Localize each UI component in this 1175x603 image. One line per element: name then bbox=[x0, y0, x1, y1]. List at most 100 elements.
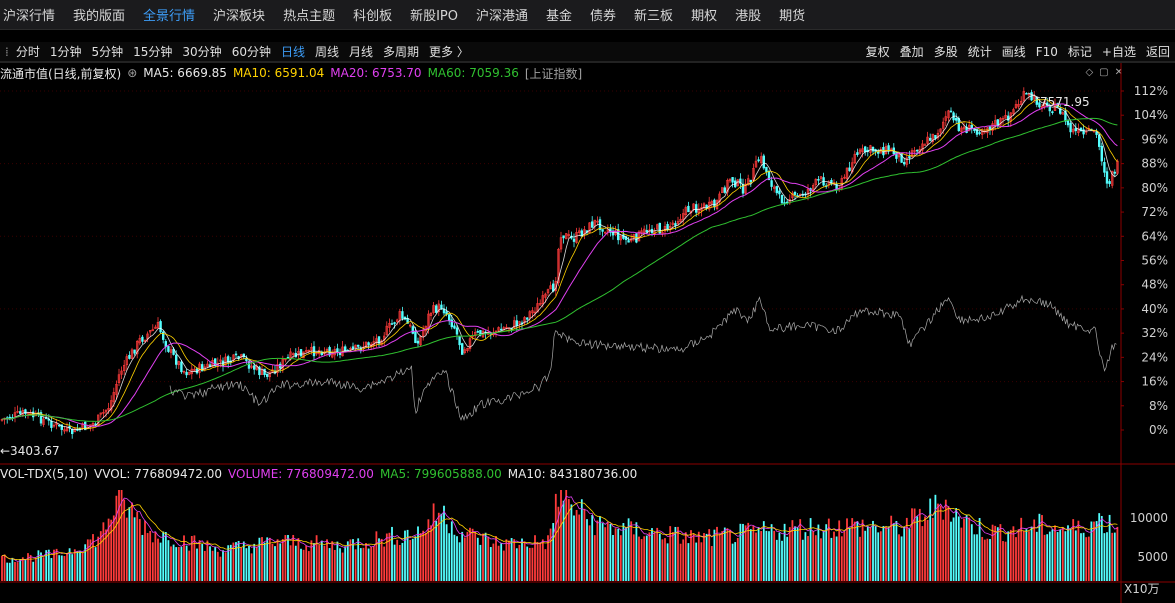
candle-body bbox=[931, 133, 935, 142]
period-selector: ⁞ 分时 1分钟 5分钟 15分钟 30分钟 60分钟 日线 周线 月线 多周期 更多 〉 bbox=[0, 43, 861, 60]
settings-icon[interactable]: ⊛ bbox=[127, 66, 138, 80]
tool-item-6[interactable]: 标记 bbox=[1067, 45, 1092, 59]
volume-bar bbox=[29, 554, 32, 581]
nav-item-2[interactable]: 全景行情 bbox=[143, 9, 196, 24]
candle-body bbox=[57, 424, 61, 427]
candle-body bbox=[299, 349, 303, 357]
candle-body bbox=[606, 229, 610, 232]
period-item-5[interactable]: 60分钟 bbox=[231, 45, 271, 59]
nav-item-3[interactable]: 沪深板块 bbox=[213, 9, 266, 24]
nav-item-7[interactable]: 沪深港通 bbox=[476, 9, 529, 24]
volume-bar bbox=[341, 552, 344, 581]
grid-toggle-icon[interactable]: ⁞ bbox=[5, 44, 9, 59]
nav-item-4[interactable]: 热点主题 bbox=[283, 9, 336, 24]
period-item-3[interactable]: 15分钟 bbox=[133, 45, 173, 59]
volume-bar bbox=[942, 519, 945, 581]
volume-bar bbox=[947, 506, 950, 581]
y-tick-label-12: 16% bbox=[1141, 375, 1168, 389]
period-item-4[interactable]: 30分钟 bbox=[182, 45, 222, 59]
volume-bar bbox=[835, 536, 838, 581]
tool-item-8[interactable]: 返回 bbox=[1145, 45, 1170, 59]
legend-overlay[interactable]: [上证指数] bbox=[524, 66, 583, 81]
volume-bar bbox=[926, 519, 929, 581]
tool-item-7[interactable]: +自选 bbox=[1101, 45, 1136, 59]
index-overlay-line bbox=[169, 294, 1117, 421]
volume-bar bbox=[757, 527, 760, 581]
volume-bar bbox=[133, 517, 136, 581]
volume-bar bbox=[549, 528, 552, 581]
nav-item-12[interactable]: 港股 bbox=[735, 9, 762, 24]
nav-item-6[interactable]: 新股IPO bbox=[410, 9, 458, 24]
volume-bar bbox=[188, 550, 191, 581]
volume-bar bbox=[437, 512, 440, 581]
volume-bar bbox=[874, 526, 877, 581]
volume-bar bbox=[214, 546, 217, 581]
volume-bar bbox=[916, 516, 919, 581]
tool-item-4[interactable]: 画线 bbox=[1001, 45, 1026, 59]
vol-tick-label-1: 5000 bbox=[1137, 550, 1168, 564]
candle-body bbox=[429, 312, 433, 317]
volume-bar bbox=[684, 532, 687, 581]
volume-bar bbox=[534, 535, 536, 581]
volume-bar bbox=[1064, 531, 1067, 581]
volume-bar bbox=[227, 545, 230, 581]
period-item-7[interactable]: 周线 bbox=[314, 45, 339, 59]
volume-bar bbox=[261, 537, 263, 581]
period-item-9[interactable]: 多周期 bbox=[383, 45, 420, 59]
high-annotation: 7571.95 bbox=[1040, 95, 1090, 109]
volume-bar bbox=[765, 530, 768, 581]
close-icon[interactable]: ✕ bbox=[1114, 67, 1123, 78]
candle-body bbox=[923, 144, 927, 146]
volume-bar bbox=[352, 539, 354, 581]
diamond-icon[interactable]: ◇ bbox=[1085, 67, 1094, 78]
period-item-8[interactable]: 月线 bbox=[349, 45, 374, 59]
candle-body bbox=[772, 186, 776, 189]
volume-bar bbox=[840, 536, 843, 581]
volume-bar bbox=[903, 527, 906, 581]
nav-item-9[interactable]: 债券 bbox=[590, 9, 617, 24]
candle-body bbox=[260, 369, 264, 375]
period-item-10[interactable]: 更多 〉 bbox=[429, 45, 469, 59]
nav-item-10[interactable]: 新三板 bbox=[634, 9, 674, 24]
volume-bar bbox=[1113, 532, 1116, 581]
tool-item-0[interactable]: 复权 bbox=[865, 45, 890, 59]
period-item-2[interactable]: 5分钟 bbox=[91, 45, 124, 59]
tool-item-1[interactable]: 叠加 bbox=[899, 45, 924, 59]
candle-body bbox=[778, 190, 781, 195]
nav-item-8[interactable]: 基金 bbox=[546, 9, 573, 24]
nav-item-0[interactable]: 沪深行情 bbox=[3, 9, 56, 24]
legend-ma10: MA10: 6591.04 bbox=[232, 66, 325, 80]
nav-item-11[interactable]: 期权 bbox=[691, 9, 718, 24]
kline-chart[interactable]: 112% 104% 96% 88% 80% 72% 64% 56% 48% 40% 32% 24% 16… bbox=[0, 62, 1175, 603]
tool-item-3[interactable]: 统计 bbox=[967, 45, 992, 59]
volume-bar bbox=[500, 543, 503, 581]
volume-bar bbox=[1108, 514, 1111, 581]
volume-bar bbox=[1093, 521, 1095, 581]
restore-icon[interactable]: ▢ bbox=[1099, 67, 1109, 78]
volume-bar bbox=[45, 550, 48, 581]
tool-item-5[interactable]: F10 bbox=[1035, 44, 1058, 59]
volume-bar bbox=[872, 520, 874, 581]
volume-bar bbox=[562, 500, 565, 581]
period-item-0[interactable]: 分时 bbox=[15, 45, 40, 59]
candle-body bbox=[947, 110, 950, 119]
volume-bar bbox=[1111, 532, 1114, 581]
period-item-1[interactable]: 1分钟 bbox=[49, 45, 82, 59]
candle-body bbox=[674, 223, 677, 226]
volume-bar bbox=[994, 525, 997, 581]
nav-item-5[interactable]: 科创板 bbox=[353, 9, 393, 24]
y-tick-label-6: 64% bbox=[1141, 229, 1168, 243]
volume-bar bbox=[307, 551, 310, 581]
volume-bar bbox=[552, 523, 555, 581]
nav-item-13[interactable]: 期货 bbox=[779, 9, 806, 24]
volume-bar bbox=[248, 545, 250, 581]
volume-bar bbox=[981, 536, 984, 581]
volume-bar bbox=[47, 549, 50, 581]
volume-bar bbox=[931, 517, 934, 581]
volume-bar bbox=[838, 520, 841, 581]
period-item-6[interactable]: 日线 bbox=[280, 45, 305, 59]
candle-body bbox=[276, 364, 279, 373]
tool-item-2[interactable]: 多股 bbox=[933, 45, 958, 59]
nav-item-1[interactable]: 我的版面 bbox=[73, 9, 126, 24]
volume-bar bbox=[744, 525, 747, 581]
